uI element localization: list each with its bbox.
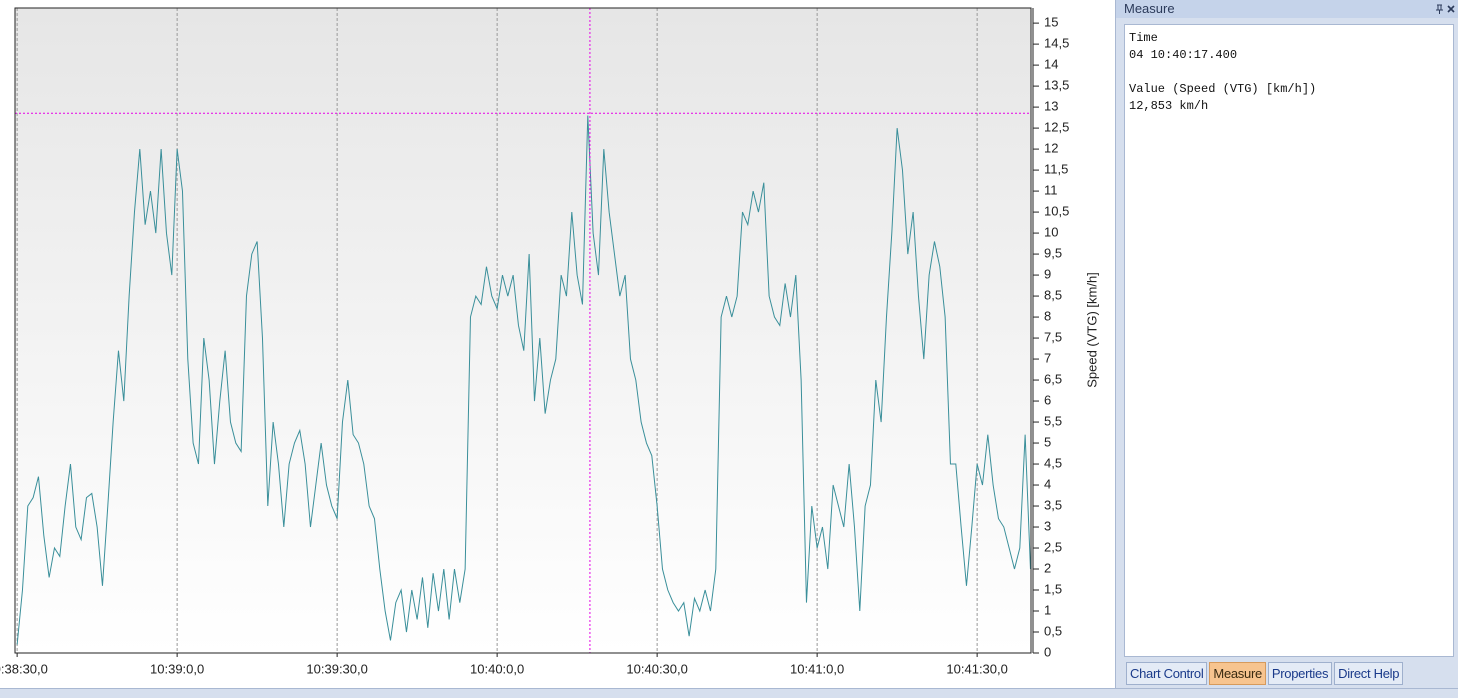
chart: 00,511,522,533,544,555,566,577,588,599,5… — [0, 7, 1099, 677]
y-tick-label: 7,5 — [1044, 329, 1062, 344]
time-value: 04 10:40:17.400 — [1129, 48, 1238, 62]
tab[interactable]: Direct Help — [1334, 662, 1404, 685]
y-tick-label: 10,5 — [1044, 204, 1069, 219]
tab[interactable]: Measure — [1209, 662, 1266, 685]
grid — [16, 8, 978, 653]
series — [15, 8, 1031, 653]
y-tick-label: 3,5 — [1044, 497, 1062, 512]
y-tick-label: 0,5 — [1044, 623, 1062, 638]
measure-panel: Measure Time 04 10:40:17.400 Value (Spee… — [1115, 0, 1458, 688]
y-tick-label: 12 — [1044, 141, 1058, 156]
y-tick-label: 11 — [1044, 183, 1058, 198]
value-value: 12,853 km/h — [1129, 99, 1209, 113]
y-tick-label: 5 — [1044, 434, 1051, 449]
y-tick-label: 9 — [1044, 267, 1051, 282]
x-tick-label: 10:38:30,0 — [0, 661, 48, 676]
close-icon[interactable] — [1447, 5, 1455, 13]
y-tick-label: 9,5 — [1044, 246, 1062, 261]
x-tick-label: 10:40:0,0 — [470, 661, 524, 676]
y-tick-label: 4,5 — [1044, 455, 1062, 470]
y-tick-label: 0 — [1044, 644, 1051, 659]
y-tick-label: 1,5 — [1044, 581, 1062, 596]
plot-area — [15, 8, 1031, 653]
x-tick-label: 10:40:30,0 — [626, 661, 687, 676]
y-tick-label: 8 — [1044, 309, 1051, 324]
axes: 00,511,522,533,544,555,566,577,588,599,5… — [0, 15, 1069, 677]
x-tick-label: 10:41:30,0 — [946, 661, 1007, 676]
y-tick-label: 6 — [1044, 392, 1051, 407]
tab[interactable]: Chart Control — [1126, 662, 1208, 685]
time-label: Time — [1129, 31, 1158, 45]
y-tick-label: 8,5 — [1044, 288, 1062, 303]
y-tick-label: 7 — [1044, 350, 1051, 365]
plot-frame — [14, 7, 1032, 654]
y-tick-label: 2 — [1044, 560, 1051, 575]
x-tick-label: 10:39:30,0 — [306, 661, 367, 676]
x-tick-label: 10:41:0,0 — [790, 661, 844, 676]
measure-content: Time 04 10:40:17.400 Value (Speed (VTG) … — [1124, 24, 1454, 657]
tab[interactable]: Properties — [1267, 662, 1333, 685]
y-tick-label: 12,5 — [1044, 120, 1069, 135]
y-tick-label: 2,5 — [1044, 539, 1062, 554]
y-tick-label: 1 — [1044, 602, 1051, 617]
y-tick-label: 5,5 — [1044, 413, 1062, 428]
y-tick-label: 10 — [1044, 225, 1058, 240]
y-axis-label: Speed (VTG) [km/h] — [1084, 272, 1099, 388]
y-tick-label: 3 — [1044, 518, 1051, 533]
value-label: Value (Speed (VTG) [km/h]) — [1129, 82, 1317, 96]
tab-bar: Chart Control Measure Properties Direct Hel… — [1126, 662, 1404, 685]
status-strip — [0, 688, 1458, 698]
y-tick-label: 6,5 — [1044, 371, 1062, 386]
y-tick-label: 14,5 — [1044, 36, 1069, 51]
y-tick-label: 4 — [1044, 476, 1051, 491]
y-tick-label: 14 — [1044, 57, 1058, 72]
y-tick-label: 13,5 — [1044, 78, 1069, 93]
panel-title: Measure — [1116, 0, 1458, 18]
y-tick-label: 11,5 — [1044, 162, 1068, 177]
y-tick-label: 13 — [1044, 99, 1058, 114]
panel-icons — [1436, 4, 1455, 14]
pin-icon[interactable] — [1436, 4, 1443, 14]
series-line — [16, 115, 1031, 645]
y-tick-label: 15 — [1044, 15, 1058, 30]
x-tick-label: 10:39:0,0 — [150, 661, 204, 676]
